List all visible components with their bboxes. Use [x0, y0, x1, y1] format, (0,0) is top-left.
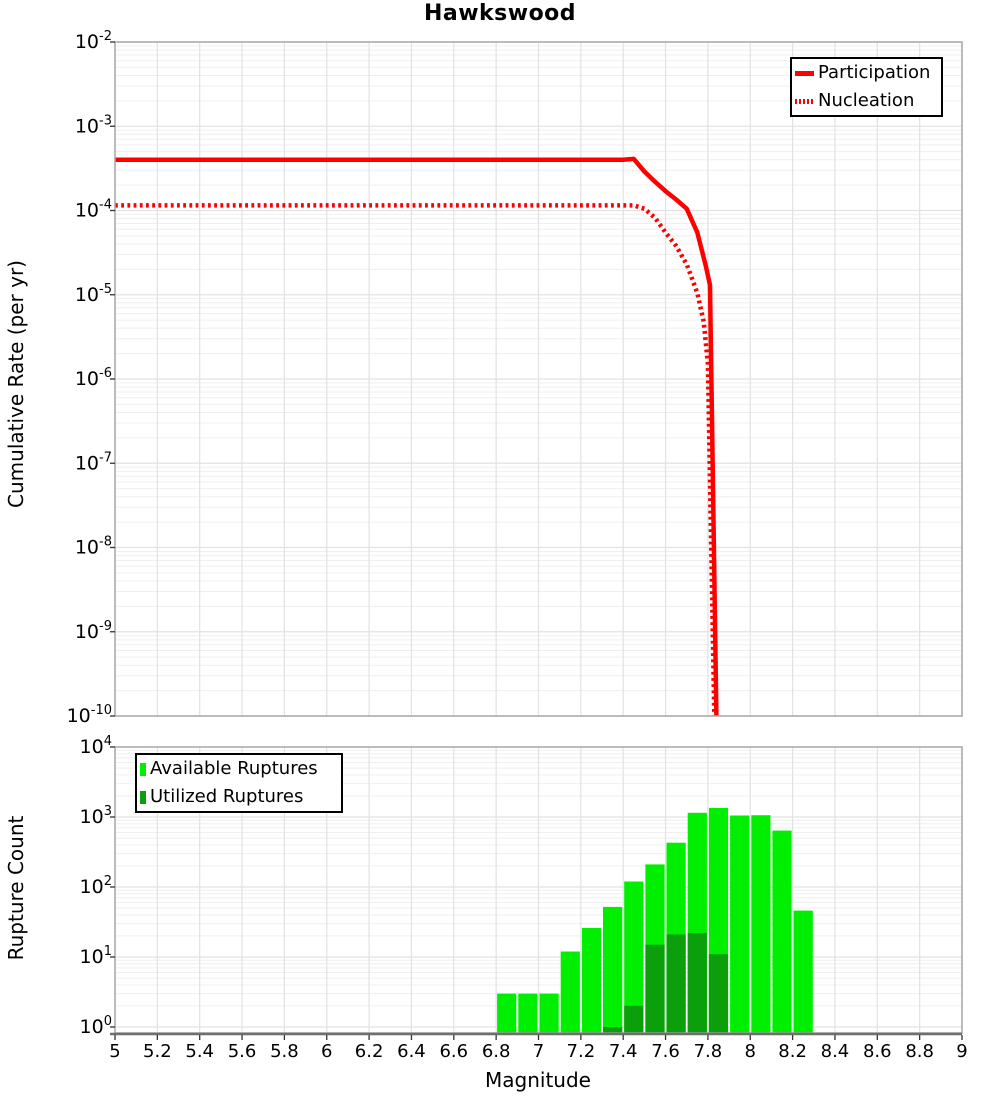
y-tick-label: 101 [80, 944, 112, 968]
utilized-bar [645, 944, 665, 1033]
available-bar [793, 910, 813, 1033]
y-tick-label: 102 [80, 874, 112, 898]
x-tick-label: 8.6 [863, 1041, 892, 1062]
y-tick-label: 104 [80, 734, 112, 758]
x-tick-label: 5 [109, 1041, 120, 1062]
available-bar [751, 815, 771, 1033]
available-bar [497, 993, 517, 1033]
nucleation-line [115, 203, 717, 717]
chart-title: Hawkswood [423, 1, 577, 26]
legend-row-available: Available Ruptures [137, 760, 341, 778]
available-bar [624, 881, 644, 1033]
legend-bottom: Available Ruptures Utilized Ruptures [135, 753, 343, 813]
available-bar [730, 815, 750, 1033]
y-tick-label: 10-7 [75, 450, 112, 474]
legend-row-utilized: Utilized Ruptures [137, 788, 341, 806]
y-tick-label: 10-5 [75, 282, 112, 306]
x-tick-label: 7.6 [651, 1041, 680, 1062]
x-tick-label: 6.6 [439, 1041, 468, 1062]
participation-line [115, 156, 719, 717]
nucleation-line-swatch [795, 98, 814, 104]
y-axis-label-bottom: Rupture Count [4, 815, 28, 961]
x-tick-label: 6.2 [355, 1041, 384, 1062]
x-tick-label: 8.8 [905, 1041, 934, 1062]
x-tick-label: 9 [956, 1041, 967, 1062]
y-tick-label: 10-2 [75, 29, 112, 53]
x-tick-label: 7.2 [567, 1041, 596, 1062]
available-bar [581, 928, 602, 1033]
x-tick-label: 5.2 [143, 1041, 172, 1062]
y-tick-label: 10-9 [75, 619, 112, 643]
x-axis-label: Magnitude [485, 1068, 591, 1092]
utilized-bar [624, 1005, 644, 1033]
legend-top: Participation Nucleation [790, 57, 943, 117]
y-tick-label: 10-10 [67, 703, 112, 727]
participation-line-swatch [795, 70, 814, 76]
legend-label-participation: Participation [818, 62, 931, 83]
utilized-bar [708, 954, 729, 1033]
y-tick-label: 10-3 [75, 113, 112, 137]
x-tick-label: 6.4 [397, 1041, 426, 1062]
available-bar [603, 906, 623, 1033]
utilized-bar [687, 933, 707, 1033]
x-tick-label: 5.8 [270, 1041, 299, 1062]
x-tick-label: 5.6 [228, 1041, 257, 1062]
legend-label-available: Available Ruptures [150, 758, 318, 779]
x-tick-label: 7 [533, 1041, 544, 1062]
available-bar [518, 993, 538, 1033]
available-ruptures-swatch [140, 762, 146, 776]
x-tick-label: 8.2 [778, 1041, 807, 1062]
x-tick-label: 7.8 [694, 1041, 723, 1062]
utilized-ruptures-swatch [140, 790, 146, 804]
y-tick-label: 10-8 [75, 535, 112, 559]
y-tick-label: 10-6 [75, 366, 112, 390]
x-tick-label: 8 [745, 1041, 756, 1062]
y-tick-label: 100 [80, 1014, 112, 1038]
x-tick-label: 7.4 [609, 1041, 638, 1062]
x-tick-label: 6.8 [482, 1041, 511, 1062]
legend-row-nucleation: Nucleation [792, 92, 941, 110]
y-tick-label: 103 [80, 804, 112, 828]
utilized-bar [666, 934, 686, 1033]
legend-row-participation: Participation [792, 64, 941, 82]
y-axis-label-top: Cumulative Rate (per yr) [4, 260, 28, 508]
y-tick-label: 10-4 [75, 198, 112, 222]
utilized-bar [603, 1027, 623, 1033]
x-tick-label: 8.4 [821, 1041, 850, 1062]
x-tick-label: 6 [321, 1041, 332, 1062]
legend-label-utilized: Utilized Ruptures [150, 786, 304, 807]
available-bar [772, 830, 792, 1033]
legend-label-nucleation: Nucleation [818, 90, 915, 111]
available-bar [539, 993, 559, 1033]
available-bar [560, 951, 580, 1033]
x-tick-label: 5.4 [185, 1041, 214, 1062]
